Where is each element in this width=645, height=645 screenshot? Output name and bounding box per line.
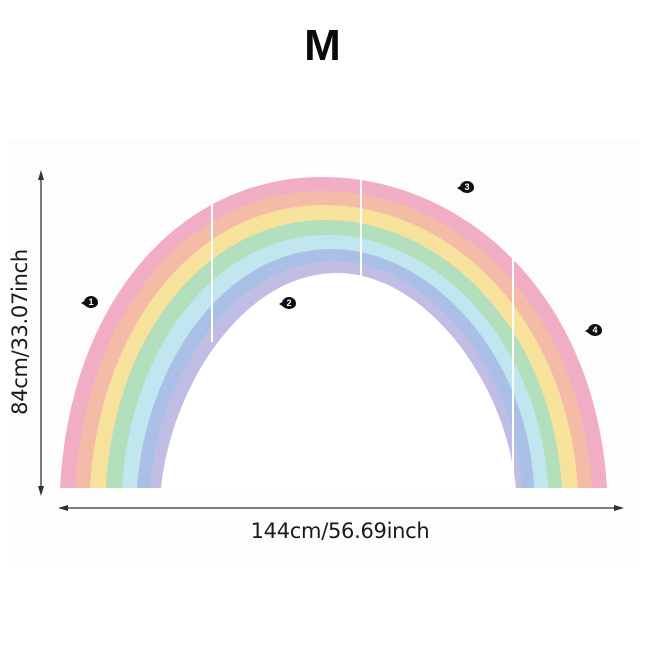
segment-marker-4: 4 — [585, 324, 602, 336]
segment-marker-3: 3 — [457, 181, 474, 193]
height-dimension-arrow — [38, 170, 44, 496]
rainbow — [60, 176, 607, 489]
width-label: 144cm/56.69inch — [250, 519, 430, 543]
width-dimension-arrow — [58, 505, 624, 511]
segment-marker-1: 1 — [81, 296, 98, 308]
size-title: M — [304, 21, 341, 70]
segment-marker-2: 2 — [279, 297, 296, 309]
arch-hollow — [161, 272, 516, 489]
height-label-text: 84cm/33.07inch — [8, 249, 32, 415]
cut-lines — [211, 174, 514, 492]
